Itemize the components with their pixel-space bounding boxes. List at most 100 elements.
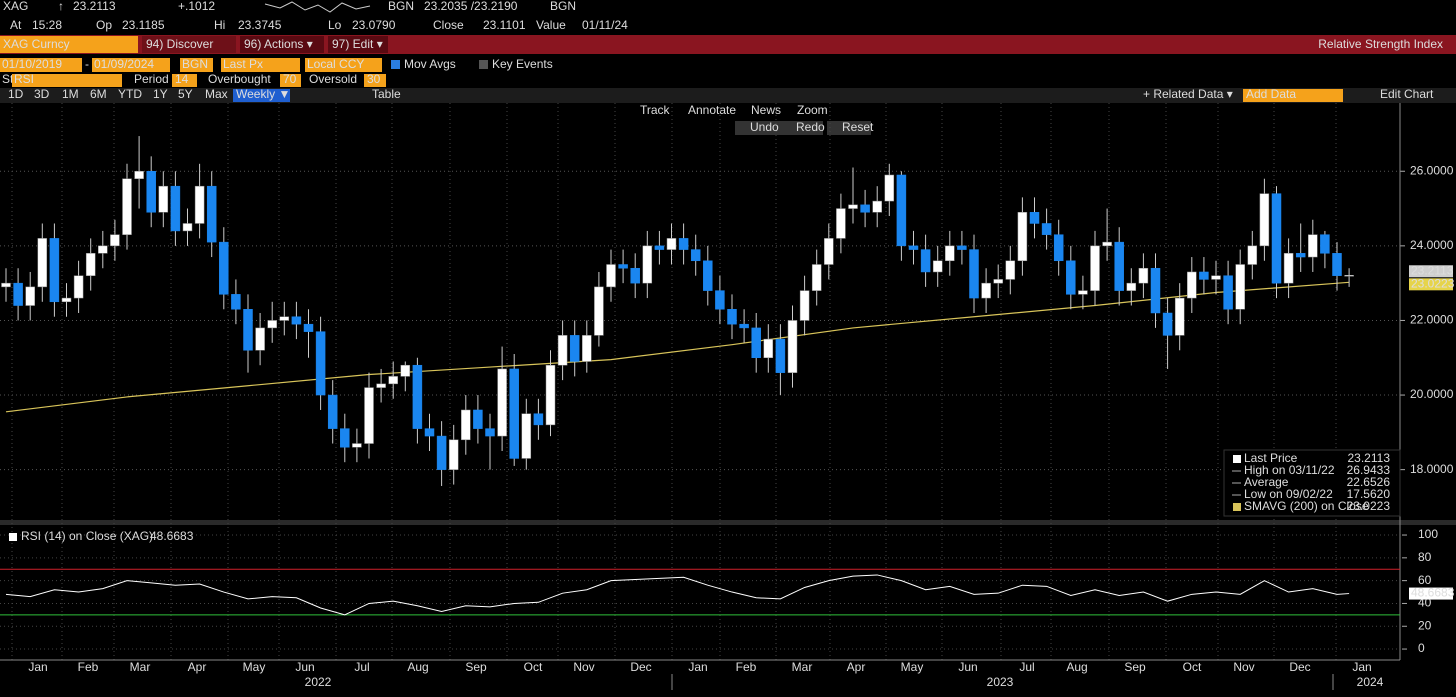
menu-button[interactable]: 94) Discover bbox=[146, 37, 213, 51]
candle-body bbox=[1223, 275, 1233, 310]
toggle[interactable]: Mov Avgs bbox=[404, 57, 456, 71]
candle-body bbox=[1066, 260, 1076, 295]
field-box[interactable] bbox=[92, 58, 170, 72]
x-tick-label: Aug bbox=[407, 660, 428, 674]
field-value[interactable]: 01/10/2019 bbox=[2, 57, 62, 71]
period-button[interactable]: 5Y bbox=[178, 87, 193, 101]
candle-body bbox=[279, 316, 290, 321]
candle-body bbox=[860, 204, 870, 213]
candle-body bbox=[1271, 193, 1282, 284]
field-box[interactable] bbox=[172, 74, 197, 87]
candle-body bbox=[1320, 234, 1330, 254]
x-tick-label: Mar bbox=[130, 660, 151, 674]
toggle[interactable]: Key Events bbox=[492, 57, 553, 71]
field-box[interactable] bbox=[0, 58, 82, 72]
candle-body bbox=[436, 435, 447, 470]
field-box[interactable] bbox=[280, 74, 301, 87]
candle-body bbox=[1308, 234, 1318, 258]
legend-label: Average bbox=[1244, 475, 1289, 489]
period-button[interactable]: 1D bbox=[8, 87, 24, 101]
tool-button[interactable]: Undo bbox=[750, 120, 779, 134]
x-tick-label: Jan bbox=[28, 660, 47, 674]
table-button[interactable]: Table bbox=[372, 87, 401, 101]
candle-body bbox=[654, 245, 665, 250]
x-tick-label: Feb bbox=[78, 660, 99, 674]
field-box[interactable] bbox=[221, 58, 300, 72]
period-button[interactable]: 6M bbox=[90, 87, 107, 101]
field-value[interactable]: 01/09/2024 bbox=[94, 57, 154, 71]
candle-body bbox=[13, 282, 23, 306]
field-value[interactable]: RSI bbox=[14, 72, 34, 86]
tool-box[interactable] bbox=[781, 121, 823, 135]
rsi-line bbox=[5, 574, 1350, 616]
period-button[interactable]: 1M bbox=[62, 87, 79, 101]
candle-body bbox=[85, 253, 96, 276]
period-button[interactable]: 1Y bbox=[153, 87, 168, 101]
field-box[interactable] bbox=[142, 36, 236, 53]
y-tick-label: 60 bbox=[1418, 573, 1432, 587]
menu-button[interactable]: 97) Edit ▾ bbox=[332, 37, 383, 51]
checkbox[interactable] bbox=[479, 60, 488, 69]
candle-body bbox=[49, 238, 60, 303]
field-box[interactable] bbox=[1243, 89, 1343, 102]
candle-body bbox=[1211, 275, 1221, 280]
edit-chart[interactable]: Edit Chart bbox=[1380, 87, 1434, 101]
tool-button[interactable]: Annotate bbox=[688, 103, 736, 117]
tool-button[interactable]: News bbox=[751, 103, 781, 117]
panel-divider bbox=[0, 520, 1456, 525]
field-box[interactable] bbox=[12, 74, 122, 87]
field-box[interactable] bbox=[0, 36, 138, 53]
field-value[interactable]: Local CCY bbox=[307, 57, 364, 71]
related-data[interactable]: + Related Data ▾ bbox=[1143, 87, 1233, 101]
candle-body bbox=[763, 338, 774, 359]
candle-body bbox=[424, 428, 435, 437]
x-tick-label: Oct bbox=[1183, 660, 1202, 674]
candle-body bbox=[473, 409, 483, 429]
candle-body bbox=[412, 364, 423, 429]
tool-button[interactable]: Redo bbox=[796, 120, 825, 134]
tool-box[interactable] bbox=[827, 121, 871, 135]
add-data-field[interactable]: Add Data bbox=[1246, 87, 1296, 101]
y-tick-label: 100 bbox=[1418, 527, 1438, 541]
period-button[interactable]: 3D bbox=[34, 87, 50, 101]
candle-body bbox=[824, 238, 834, 265]
candle-body bbox=[291, 316, 302, 325]
candle-body bbox=[25, 286, 35, 306]
candle-body bbox=[884, 174, 895, 202]
field-box[interactable] bbox=[233, 89, 290, 102]
field-box[interactable] bbox=[180, 58, 213, 72]
field-value[interactable]: 14 bbox=[175, 72, 189, 86]
field-box[interactable] bbox=[240, 36, 324, 53]
label: At bbox=[10, 18, 22, 32]
frequency-button[interactable]: Weekly ▼ bbox=[236, 87, 290, 101]
sma-line bbox=[5, 281, 1350, 413]
field-value[interactable]: 70 bbox=[283, 72, 297, 86]
x-tick-label: Oct bbox=[524, 660, 543, 674]
legend-label: Last Price bbox=[1244, 451, 1298, 465]
field-box[interactable] bbox=[305, 58, 382, 72]
candle-body bbox=[110, 234, 120, 247]
tool-button[interactable]: Reset bbox=[842, 120, 874, 134]
menu-button[interactable]: 96) Actions ▾ bbox=[244, 37, 313, 51]
candle-body bbox=[352, 443, 362, 448]
security-field[interactable]: XAG Curncy bbox=[3, 37, 70, 51]
legend-swatch bbox=[1233, 455, 1241, 463]
field-value[interactable]: BGN bbox=[182, 57, 208, 71]
candle-body bbox=[630, 267, 640, 284]
candle-body bbox=[376, 383, 386, 388]
candle-body bbox=[715, 290, 725, 310]
tool-button[interactable]: Track bbox=[640, 103, 671, 117]
checkbox[interactable] bbox=[391, 60, 400, 69]
field-value[interactable]: 30 bbox=[367, 72, 381, 86]
field-box[interactable] bbox=[364, 74, 386, 87]
tool-button[interactable]: Zoom bbox=[797, 103, 828, 117]
candle-body bbox=[73, 275, 84, 299]
period-button[interactable]: Max bbox=[205, 87, 228, 101]
period-button[interactable]: YTD bbox=[118, 87, 142, 101]
candle-body bbox=[969, 249, 979, 299]
field-box[interactable] bbox=[328, 36, 388, 53]
candle-body bbox=[787, 320, 798, 373]
candle-body bbox=[1029, 212, 1040, 224]
field-value[interactable]: Last Px bbox=[223, 57, 263, 71]
tool-box[interactable] bbox=[735, 121, 781, 135]
